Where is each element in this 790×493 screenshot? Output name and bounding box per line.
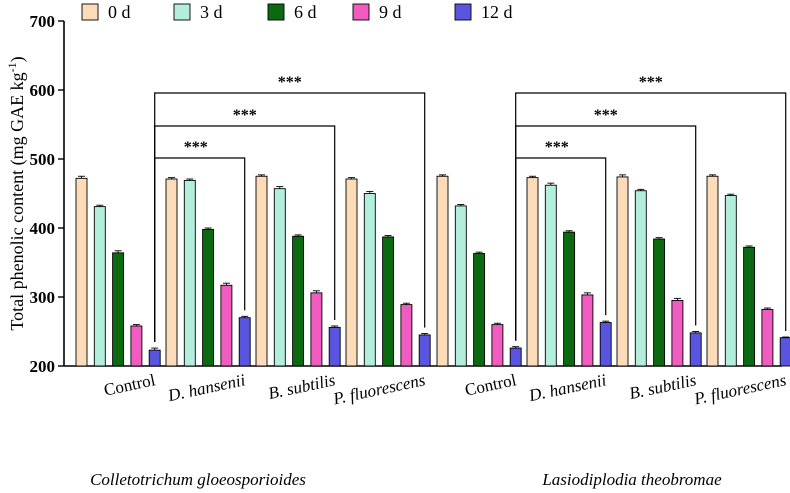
y-tick-label: 600 (30, 81, 56, 100)
y-axis-title-close: ) (7, 56, 28, 62)
bar (743, 246, 756, 367)
bar (418, 334, 431, 367)
bar (779, 337, 790, 367)
x-tick-label: B. subtilis (627, 370, 698, 403)
bar (544, 184, 557, 367)
bar (130, 325, 143, 367)
x-tick-label: Control (102, 370, 157, 399)
legend-label: 0 d (108, 2, 131, 22)
bar (255, 175, 268, 367)
y-tick-label: 300 (30, 288, 56, 307)
legend-label: 9 d (379, 2, 402, 22)
bar (363, 193, 376, 367)
x-tick-label: Control (463, 370, 518, 399)
bar (671, 300, 684, 367)
legend-label: 12 d (481, 2, 513, 22)
bar (112, 252, 125, 367)
significance-label: *** (639, 74, 663, 91)
bar (653, 238, 666, 367)
bar (473, 253, 486, 367)
bar (328, 326, 341, 367)
y-tick-label: 200 (30, 357, 56, 376)
legend-swatch (267, 3, 285, 21)
bar (273, 188, 286, 367)
x-tick-label: D. hansenii (526, 370, 608, 405)
significance-brackets: *** *** *** *** *** *** (154, 74, 787, 343)
bar (761, 308, 774, 367)
legend: 0 d 3 d 6 d 9 d 12 d (81, 2, 513, 22)
legend-swatch (81, 3, 99, 21)
x-tick-label: P. fluorescens (692, 370, 789, 408)
significance-label: *** (184, 139, 208, 156)
bar (183, 179, 196, 367)
group-label: Colletotrichum gloeosporioides (90, 470, 306, 489)
legend-item: 0 d (81, 2, 131, 22)
bar (689, 332, 702, 367)
legend-item: 6 d (267, 2, 317, 22)
bar (454, 205, 467, 367)
legend-label: 6 d (294, 2, 317, 22)
bar (292, 235, 305, 367)
significance-label: *** (278, 74, 302, 91)
bar (400, 304, 413, 367)
y-axis: Total phenolic content (mg GAE kg-1) 200… (5, 12, 65, 376)
bar (526, 177, 539, 367)
y-tick-label: 400 (30, 219, 56, 238)
legend-label: 3 d (200, 2, 223, 22)
y-tick-label: 500 (30, 150, 56, 169)
bar (616, 176, 629, 367)
y-axis-title-superscript: -1 (5, 62, 19, 72)
bar (634, 190, 647, 367)
bar (310, 292, 323, 367)
bar (706, 175, 719, 367)
bar (148, 349, 161, 367)
y-axis-title-main: Total phenolic content (mg GAE kg (7, 72, 28, 330)
y-tick-label: 700 (30, 12, 56, 31)
legend-item: 9 d (352, 2, 402, 22)
bar (382, 236, 395, 367)
bar (491, 324, 504, 367)
bar (345, 178, 358, 367)
x-tick-label: D. hansenii (165, 370, 247, 405)
significance-bracket (515, 92, 787, 341)
significance-label: *** (545, 139, 569, 156)
significance-bracket (154, 92, 426, 343)
x-tick-label: B. subtilis (266, 370, 337, 403)
x-tick-label: P. fluorescens (331, 370, 428, 408)
legend-swatch (173, 3, 191, 21)
bar (238, 317, 251, 367)
y-axis-title: Total phenolic content (mg GAE kg-1) (5, 56, 28, 330)
bar (75, 177, 88, 367)
bar (202, 228, 215, 367)
bar (220, 284, 233, 367)
bar (581, 294, 594, 367)
bar (93, 206, 106, 367)
group-label: Lasiodiplodia theobromae (541, 470, 722, 489)
legend-swatch (352, 3, 370, 21)
legend-item: 12 d (454, 2, 513, 22)
significance-label: *** (233, 107, 257, 124)
bars (75, 174, 790, 367)
bar (563, 231, 576, 367)
legend-item: 3 d (173, 2, 223, 22)
bar (599, 322, 612, 367)
legend-swatch (454, 3, 472, 21)
bar (509, 347, 522, 367)
bar (724, 195, 737, 367)
bar (436, 175, 449, 367)
significance-label: *** (594, 107, 618, 124)
group-labels: Colletotrichum gloeosporioides Lasiodiplo… (90, 470, 722, 489)
bar (165, 178, 178, 367)
